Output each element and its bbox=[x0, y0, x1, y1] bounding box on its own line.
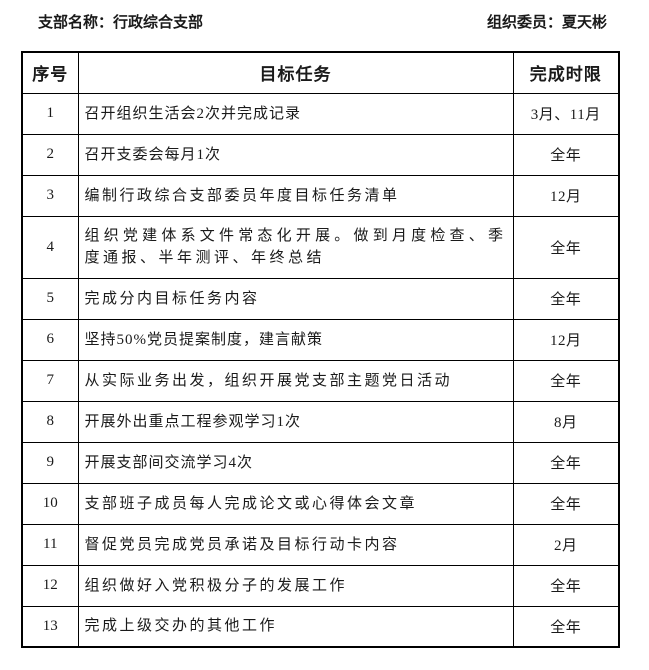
table-row: 4 组织党建体系文件常态化开展。做到月度检查、季度通报、半年测评、年终总结 全年 bbox=[21, 215, 620, 279]
task-cell: 召开组织生活会2次并完成记录 bbox=[77, 92, 514, 135]
committee-member-label: 组织委员： bbox=[486, 15, 562, 31]
task-cell: 坚持50%党员提案制度，建言献策 bbox=[77, 318, 514, 361]
task-cell: 召开支委会每月1次 bbox=[77, 133, 514, 176]
row-number-cell: 6 bbox=[21, 318, 79, 361]
table-header-row: 序号 目标任务 完成时限 bbox=[21, 51, 620, 94]
table-row: 7 从实际业务出发，组织开展党支部主题党日活动 全年 bbox=[21, 359, 620, 402]
task-cell: 完成分内目标任务内容 bbox=[77, 277, 514, 320]
row-number-cell: 13 bbox=[21, 605, 79, 648]
table-row: 13 完成上级交办的其他工作 全年 bbox=[21, 605, 620, 648]
target-task-table: 序号 目标任务 完成时限 1 召开组织生活会2次并完成记录 3月、11月 2 召开支委会… bbox=[21, 51, 620, 648]
row-number-cell: 8 bbox=[21, 400, 79, 443]
deadline-cell: 全年 bbox=[512, 564, 620, 607]
row-number-cell: 10 bbox=[21, 482, 79, 525]
deadline-cell: 全年 bbox=[512, 359, 620, 402]
branch-name-value: 行政综合支部 bbox=[113, 15, 204, 31]
task-cell: 支部班子成员每人完成论文或心得体会文章 bbox=[77, 482, 514, 525]
committee-member-field: 组织委员：夏天彬 bbox=[487, 13, 607, 33]
row-number-cell: 3 bbox=[21, 174, 79, 217]
deadline-cell: 全年 bbox=[512, 215, 620, 279]
row-number-cell: 12 bbox=[21, 564, 79, 607]
deadline-cell: 全年 bbox=[512, 441, 620, 484]
task-cell: 完成上级交办的其他工作 bbox=[77, 605, 514, 648]
task-cell: 开展外出重点工程参观学习1次 bbox=[77, 400, 514, 443]
branch-name-label: 支部名称： bbox=[38, 15, 114, 31]
deadline-cell: 全年 bbox=[512, 482, 620, 525]
deadline-cell: 3月、11月 bbox=[512, 92, 620, 135]
task-cell: 从实际业务出发，组织开展党支部主题党日活动 bbox=[77, 359, 514, 402]
column-header-number: 序号 bbox=[21, 51, 79, 94]
table-row: 8 开展外出重点工程参观学习1次 8月 bbox=[21, 400, 620, 443]
table-row: 9 开展支部间交流学习4次 全年 bbox=[21, 441, 620, 484]
deadline-cell: 全年 bbox=[512, 605, 620, 648]
branch-name-field: 支部名称：行政综合支部 bbox=[38, 13, 203, 33]
deadline-cell: 12月 bbox=[512, 318, 620, 361]
committee-member-value: 夏天彬 bbox=[561, 15, 607, 31]
row-number-cell: 1 bbox=[21, 92, 79, 135]
task-cell: 编制行政综合支部委员年度目标任务清单 bbox=[77, 174, 514, 217]
task-cell: 组织党建体系文件常态化开展。做到月度检查、季度通报、半年测评、年终总结 bbox=[77, 215, 514, 279]
table-row: 10 支部班子成员每人完成论文或心得体会文章 全年 bbox=[21, 482, 620, 525]
row-number-cell: 2 bbox=[21, 133, 79, 176]
row-number-cell: 4 bbox=[21, 215, 79, 279]
deadline-cell: 全年 bbox=[512, 133, 620, 176]
table-row: 11 督促党员完成党员承诺及目标行动卡内容 2月 bbox=[21, 523, 620, 566]
task-table-body: 1 召开组织生活会2次并完成记录 3月、11月 2 召开支委会每月1次 全年 3 编制行政综合… bbox=[21, 92, 620, 648]
deadline-cell: 全年 bbox=[512, 277, 620, 320]
table-row: 12 组织做好入党积极分子的发展工作 全年 bbox=[21, 564, 620, 607]
table-row: 3 编制行政综合支部委员年度目标任务清单 12月 bbox=[21, 174, 620, 217]
table-row: 6 坚持50%党员提案制度，建言献策 12月 bbox=[21, 318, 620, 361]
column-header-deadline: 完成时限 bbox=[512, 51, 620, 94]
task-cell: 督促党员完成党员承诺及目标行动卡内容 bbox=[77, 523, 514, 566]
task-cell: 组织做好入党积极分子的发展工作 bbox=[77, 564, 514, 607]
column-header-task: 目标任务 bbox=[77, 51, 514, 94]
task-cell: 开展支部间交流学习4次 bbox=[77, 441, 514, 484]
deadline-cell: 2月 bbox=[512, 523, 620, 566]
deadline-cell: 8月 bbox=[512, 400, 620, 443]
table-row: 1 召开组织生活会2次并完成记录 3月、11月 bbox=[21, 92, 620, 135]
row-number-cell: 11 bbox=[21, 523, 79, 566]
row-number-cell: 5 bbox=[21, 277, 79, 320]
table-row: 2 召开支委会每月1次 全年 bbox=[21, 133, 620, 176]
document-header: 支部名称：行政综合支部 组织委员：夏天彬 bbox=[38, 13, 607, 33]
row-number-cell: 9 bbox=[21, 441, 79, 484]
table-row: 5 完成分内目标任务内容 全年 bbox=[21, 277, 620, 320]
deadline-cell: 12月 bbox=[512, 174, 620, 217]
row-number-cell: 7 bbox=[21, 359, 79, 402]
